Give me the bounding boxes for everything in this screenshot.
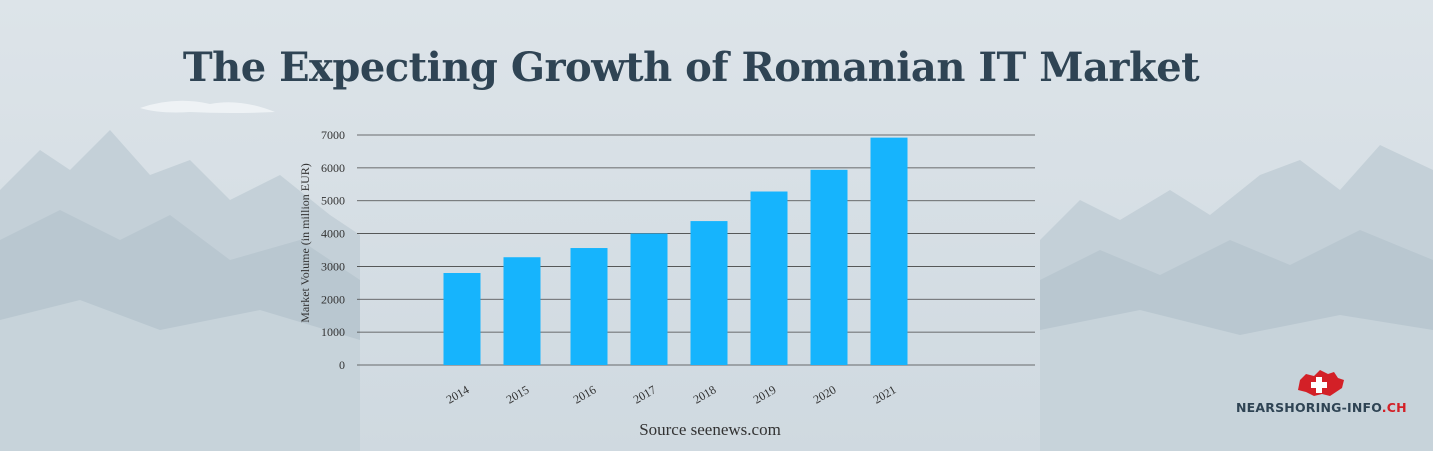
y-tick-label: 3000 [321,259,345,273]
y-axis-label: Market Volume (in million EUR) [298,163,312,323]
bar-2020 [810,169,848,365]
bar-2015 [503,257,541,365]
x-tick-label: 2015 [504,382,532,406]
source-caption: Source seenews.com [639,420,781,439]
bar-2021 [870,137,908,365]
y-tick-label: 0 [339,358,345,372]
y-tick-label: 1000 [321,325,345,339]
x-tick-label: 2017 [631,382,659,406]
bar-2017 [630,233,668,365]
logo-wordmark: NEARSHORING-INFO.CH [1236,400,1407,415]
y-tick-label: 5000 [321,194,345,208]
y-tick-label: 2000 [321,292,345,306]
bar-2018 [690,221,728,365]
x-tick-label: 2016 [571,382,599,406]
x-tick-label: 2014 [444,382,472,406]
logo-suffix: .CH [1381,400,1407,415]
bar-2019 [750,191,788,365]
x-tick-label: 2019 [751,382,779,406]
x-tick-label: 2020 [811,382,839,406]
swiss-map-logo-icon [1298,370,1344,396]
y-tick-label: 6000 [321,161,345,175]
chart-title: The Expecting Growth of Romanian IT Mark… [182,44,1200,91]
bar-2014 [443,273,481,365]
logo-name: NEARSHORING-INFO [1236,400,1382,415]
x-tick-label: 2018 [691,382,719,406]
y-tick-label: 4000 [321,227,345,241]
bar-2016 [570,248,608,365]
x-tick-label: 2021 [871,382,899,406]
y-tick-label: 7000 [321,128,345,142]
